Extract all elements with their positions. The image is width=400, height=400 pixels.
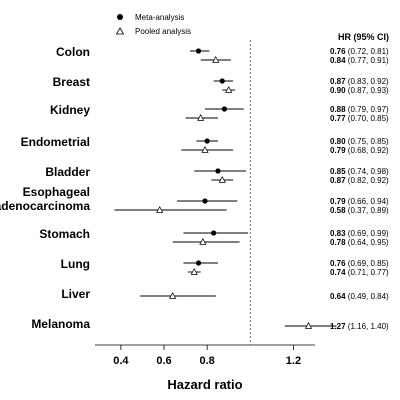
forest-row: Colon 0.76 (0.72, 0.81)0.84 (0.77, 0.91) (56, 45, 389, 65)
meta-point (219, 78, 225, 84)
pooled-hr-text: 0.77 (0.70, 0.85) (330, 114, 389, 123)
forest-row: Lung 0.76 (0.69, 0.85)0.74 (0.71, 0.77) (61, 257, 389, 277)
pooled-hr-text: 0.84 (0.77, 0.91) (330, 56, 389, 65)
pooled-point (304, 322, 313, 329)
meta-hr-text: 0.76 (0.69, 0.85) (330, 259, 389, 268)
category-label: Esophageal (23, 185, 90, 199)
legend-pooled-marker (115, 27, 125, 35)
meta-hr-text: 0.85 (0.74, 0.98) (330, 167, 389, 176)
forest-row: Endometrial 0.80 (0.75, 0.85)0.79 (0.68, … (21, 135, 389, 155)
category-label: Lung (61, 257, 90, 271)
pooled-hr-text: 0.79 (0.68, 0.92) (330, 146, 389, 155)
meta-hr-text: 0.87 (0.83, 0.92) (330, 77, 389, 86)
category-label-line2: adenocarcinoma (0, 199, 90, 213)
forest-row: Liver 0.64 (0.49, 0.84) (61, 287, 389, 301)
x-axis-ticks: 0.4 0.6 0.8 1.2 (113, 345, 301, 367)
pooled-hr-text: 0.78 (0.64, 0.95) (330, 238, 389, 247)
category-label: Endometrial (21, 135, 90, 149)
meta-hr-text: 0.80 (0.75, 0.85) (330, 137, 389, 146)
category-label: Colon (56, 45, 90, 59)
meta-point (215, 168, 221, 174)
meta-point (195, 260, 202, 266)
pooled-point (197, 114, 205, 121)
category-label: Stomach (39, 227, 90, 241)
legend-pooled-label: Pooled analysis (135, 27, 191, 36)
hr-column-header: HR (95% CI) (338, 32, 389, 42)
x-tick-label: 0.6 (156, 355, 171, 367)
forest-row: Stomach 0.83 (0.69, 0.99)0.78 (0.64, 0.95… (39, 227, 389, 247)
x-tick-label: 1.2 (286, 355, 301, 367)
pooled-point (199, 238, 207, 245)
pooled-point (218, 176, 226, 183)
forest-row: Bladder 0.85 (0.74, 0.98)0.87 (0.82, 0.92… (45, 165, 389, 185)
pooled-hr-text: 0.90 (0.87, 0.93) (330, 86, 389, 95)
meta-point (221, 106, 228, 112)
pooled-point (156, 206, 164, 213)
meta-point (202, 198, 208, 204)
meta-hr-text: 0.83 (0.69, 0.99) (330, 229, 389, 238)
category-label: Kidney (50, 103, 90, 117)
x-tick-label: 0.8 (200, 355, 215, 367)
pooled-point (201, 146, 209, 153)
pooled-hr-text: 0.74 (0.71, 0.77) (330, 268, 389, 277)
x-tick-label: 0.4 (113, 355, 129, 367)
pooled-hr-text: 0.58 (0.37, 0.89) (330, 206, 389, 215)
meta-hr-text: 0.88 (0.79, 0.97) (330, 105, 389, 114)
forest-row: Kidney 0.88 (0.79, 0.97)0.77 (0.70, 0.85) (50, 103, 389, 123)
pooled-hr-text: 1.27 (1.16, 1.40) (330, 322, 389, 331)
meta-hr-text: 0.76 (0.72, 0.81) (330, 47, 389, 56)
pooled-point (190, 268, 198, 275)
meta-point (211, 230, 217, 236)
meta-hr-text: 0.79 (0.66, 0.94) (330, 197, 389, 206)
x-axis-label: Hazard ratio (167, 377, 242, 392)
category-label: Melanoma (31, 317, 90, 331)
meta-point (204, 138, 210, 144)
forest-row: Melanoma 1.27 (1.16, 1.40) (31, 317, 389, 331)
legend-meta-label: Meta-analysis (135, 13, 184, 22)
meta-point (195, 48, 202, 54)
category-label: Bladder (45, 165, 90, 179)
forest-row: Breast 0.87 (0.83, 0.92)0.90 (0.87, 0.93) (53, 75, 389, 95)
pooled-hr-text: 0.87 (0.82, 0.92) (330, 176, 389, 185)
pooled-point (212, 56, 220, 63)
pooled-hr-text: 0.64 (0.49, 0.84) (330, 292, 389, 301)
pooled-point (169, 292, 177, 299)
pooled-point (225, 86, 233, 93)
forest-rows: Colon 0.76 (0.72, 0.81)0.84 (0.77, 0.91) B… (0, 45, 389, 331)
category-label: Liver (61, 287, 90, 301)
legend-meta-marker (117, 14, 123, 20)
category-label: Breast (53, 75, 90, 89)
legend: Meta-analysis Pooled analysis (115, 13, 191, 36)
